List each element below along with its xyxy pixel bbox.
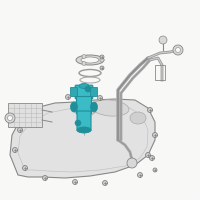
FancyBboxPatch shape	[76, 97, 92, 114]
Circle shape	[82, 55, 86, 59]
Circle shape	[12, 148, 18, 152]
Bar	[8, 103, 42, 127]
FancyBboxPatch shape	[75, 85, 93, 99]
Circle shape	[150, 156, 154, 160]
Circle shape	[5, 113, 15, 123]
Circle shape	[85, 86, 91, 92]
Ellipse shape	[70, 102, 78, 112]
Circle shape	[146, 152, 151, 158]
Circle shape	[102, 180, 108, 186]
Circle shape	[127, 158, 137, 168]
Ellipse shape	[91, 100, 129, 116]
Ellipse shape	[79, 84, 89, 88]
Polygon shape	[10, 99, 155, 178]
Circle shape	[98, 96, 102, 100]
FancyBboxPatch shape	[70, 88, 78, 97]
Ellipse shape	[76, 55, 104, 65]
Ellipse shape	[130, 112, 146, 124]
Circle shape	[22, 166, 28, 170]
Ellipse shape	[74, 104, 96, 116]
Circle shape	[173, 45, 183, 55]
Ellipse shape	[81, 57, 99, 63]
Circle shape	[66, 95, 70, 99]
Circle shape	[153, 132, 158, 138]
Ellipse shape	[90, 102, 98, 112]
Circle shape	[100, 66, 104, 70]
Circle shape	[176, 47, 180, 52]
Ellipse shape	[77, 127, 91, 133]
Circle shape	[75, 120, 81, 126]
Circle shape	[138, 172, 142, 178]
FancyBboxPatch shape	[77, 111, 91, 131]
Circle shape	[82, 61, 86, 65]
Circle shape	[72, 180, 78, 184]
Circle shape	[8, 116, 12, 120]
Circle shape	[100, 58, 104, 62]
Circle shape	[42, 176, 48, 180]
Circle shape	[153, 168, 157, 172]
Circle shape	[100, 55, 104, 59]
Circle shape	[148, 108, 153, 112]
FancyBboxPatch shape	[90, 88, 98, 97]
Circle shape	[18, 128, 22, 132]
Circle shape	[159, 36, 167, 44]
